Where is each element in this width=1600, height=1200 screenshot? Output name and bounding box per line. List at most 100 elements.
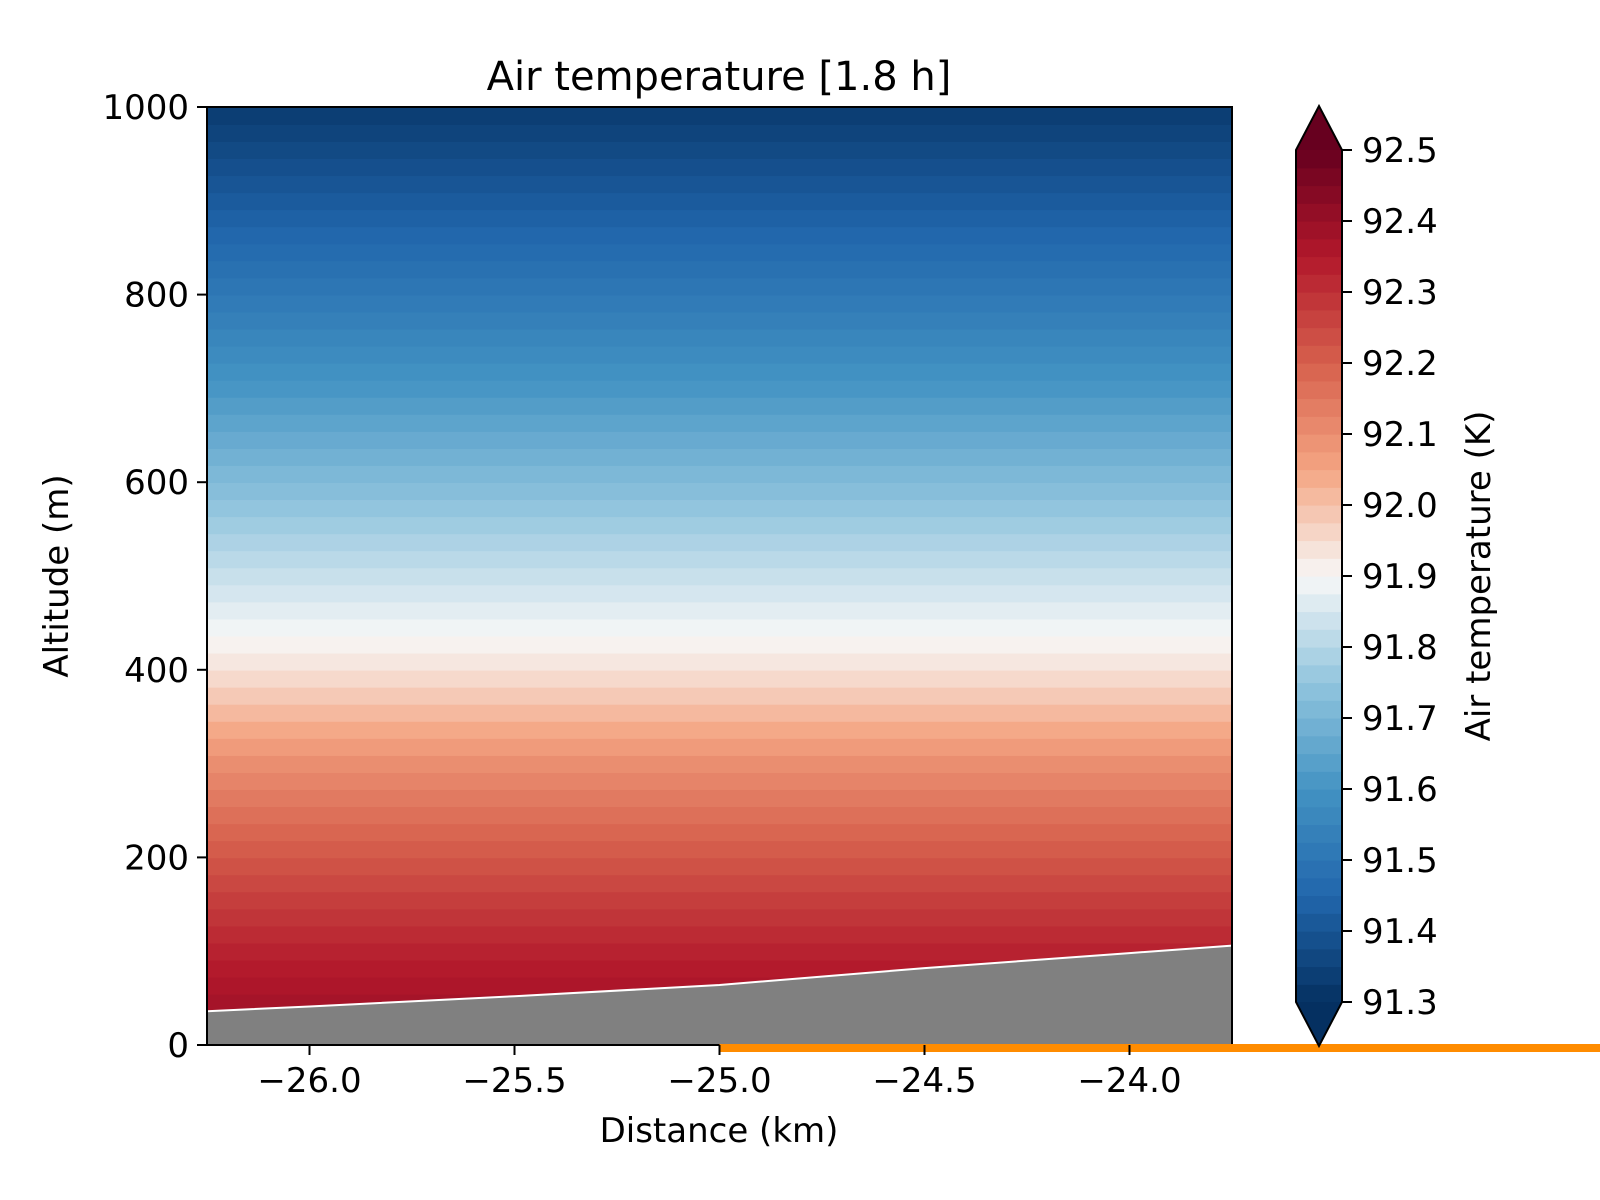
temperature-band [207,908,1232,927]
colorbar-segment [1296,309,1342,329]
colorbar-tick-label: 91.6 [1362,770,1438,810]
temperature-band [207,243,1232,262]
temperature-band [207,516,1232,535]
y-tick-label: 0 [167,1026,189,1066]
colorbar-segment [1296,416,1342,435]
terrain-outline [207,944,1232,1013]
colorbar-tick-label: 92.4 [1362,202,1438,242]
colorbar-segment [1296,647,1342,666]
temperature-band [207,738,1232,756]
colorbar-tick-label: 91.7 [1362,699,1438,739]
temperature-band [207,686,1232,705]
colorbar-segment [1296,327,1342,346]
temperature-band [207,499,1232,518]
temperature-band [207,772,1232,790]
colorbar-segment [1296,629,1342,648]
colorbar-segment [1296,487,1342,506]
colorbar-segment [1296,522,1342,542]
temperature-band [207,158,1232,177]
temperature-band [207,874,1232,893]
colorbar-segment [1296,469,1342,488]
colorbar-extend-min [1296,1002,1342,1046]
x-tick-label: −24.0 [1077,1061,1181,1101]
colorbar-segment [1296,558,1342,577]
y-tick-label: 400 [124,651,189,691]
colorbar-tick-label: 92.1 [1362,415,1438,455]
temperature-band [207,618,1232,637]
colorbar-segment [1296,167,1342,187]
temperature-band [207,755,1232,773]
temperature-band [207,396,1232,415]
colorbar-segment [1296,540,1342,559]
temperature-band [207,431,1232,449]
temperature-band [207,311,1232,330]
x-tick-label: −24.5 [872,1061,976,1101]
colorbar-segment [1296,931,1342,950]
temperature-band [207,328,1232,347]
temperature-band [207,124,1232,142]
temperature-band [207,550,1232,569]
y-axis: 0 200 400 600 800 1000 [102,88,207,1066]
y-axis-label: Altitude (m) [37,474,77,677]
colorbar-segment [1296,256,1342,275]
colorbar-tick-label: 91.9 [1362,557,1438,597]
colorbar-segment [1296,576,1342,595]
temperature-band [207,567,1232,586]
temperature-band [207,141,1232,159]
colorbar-segment [1296,203,1342,222]
temperature-band [207,482,1232,501]
y-tick-label: 600 [124,463,189,503]
terrain-fill [207,945,1232,1045]
temperature-band [207,720,1232,739]
colorbar-segment [1296,398,1342,417]
colorbar-segment [1296,238,1342,258]
colorbar-extend-max [1296,106,1342,150]
colorbar-segment [1296,718,1342,737]
colorbar-segment [1296,895,1342,914]
colorbar-segment [1296,842,1342,861]
colorbar-tick-label: 92.2 [1362,344,1438,384]
plot-area [207,107,1232,1045]
temperature-band [207,465,1232,483]
temperature-band [207,789,1232,808]
colorbar-tick-label: 91.8 [1362,628,1438,668]
chart-title: Air temperature [1.8 h] [487,54,952,100]
temperature-band [207,806,1232,825]
colorbar-segment [1296,380,1342,400]
colorbar-segment [1296,611,1342,630]
colorbar-segment [1296,682,1342,701]
colorbar-segment [1296,593,1342,613]
colorbar-segment [1296,274,1342,293]
colorbar-segment [1296,505,1342,524]
temperature-band [207,192,1232,211]
temperature-band [207,584,1232,603]
x-axis-label: Distance (km) [600,1111,839,1151]
temperature-band [207,260,1232,279]
temperature-band [207,277,1232,296]
colorbar-segment [1296,753,1342,772]
temperature-band [207,175,1232,194]
colorbar-segment [1296,345,1342,364]
temperature-band [207,362,1232,381]
temperature-band [207,107,1232,125]
colorbar-segment [1296,451,1342,471]
temperature-band [207,635,1232,654]
colorbar-segment [1296,806,1342,826]
colorbar-segment [1296,984,1342,1003]
temperature-band [207,857,1232,876]
temperature-band [207,840,1232,859]
colorbar-tick-label: 92.3 [1362,273,1438,313]
temperature-band [207,601,1232,620]
temperature-band [207,448,1232,466]
temperature-band [207,942,1232,961]
temperature-field [207,107,1232,1045]
temperature-band [207,413,1232,432]
colorbar-segment [1296,700,1342,719]
colorbar-segment [1296,363,1342,382]
temperature-band [207,209,1232,228]
colorbar-segment [1296,877,1342,897]
colorbar-segment [1296,434,1342,453]
colorbar-segment [1296,664,1342,684]
x-tick-label: −26.0 [257,1061,361,1101]
temperature-band [207,226,1232,245]
